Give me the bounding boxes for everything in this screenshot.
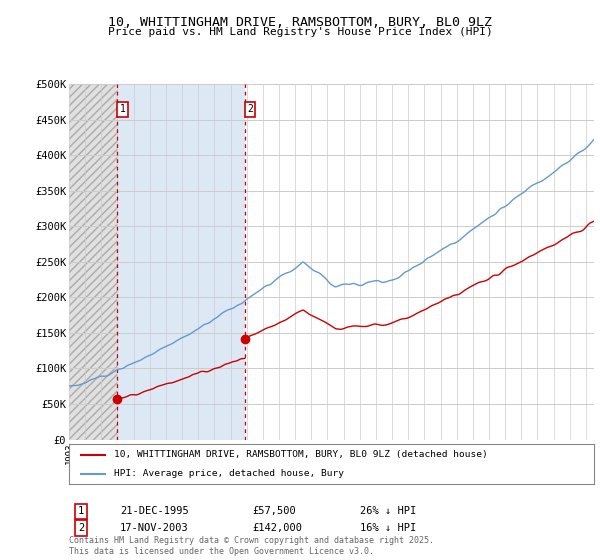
Text: 10, WHITTINGHAM DRIVE, RAMSBOTTOM, BURY, BL0 9LZ (detached house): 10, WHITTINGHAM DRIVE, RAMSBOTTOM, BURY,… <box>113 450 487 459</box>
Text: £142,000: £142,000 <box>252 523 302 533</box>
Bar <box>117 84 245 440</box>
Text: Contains HM Land Registry data © Crown copyright and database right 2025.
This d: Contains HM Land Registry data © Crown c… <box>69 536 434 556</box>
Bar <box>245 84 594 440</box>
Text: 26% ↓ HPI: 26% ↓ HPI <box>360 506 416 516</box>
Text: 2: 2 <box>247 105 253 114</box>
Text: 16% ↓ HPI: 16% ↓ HPI <box>360 523 416 533</box>
Bar <box>69 84 117 440</box>
Text: 17-NOV-2003: 17-NOV-2003 <box>120 523 189 533</box>
Text: £57,500: £57,500 <box>252 506 296 516</box>
Text: 21-DEC-1995: 21-DEC-1995 <box>120 506 189 516</box>
Text: 1: 1 <box>119 105 125 114</box>
Text: 2: 2 <box>78 523 84 533</box>
Text: HPI: Average price, detached house, Bury: HPI: Average price, detached house, Bury <box>113 469 344 478</box>
Text: 1: 1 <box>78 506 84 516</box>
Text: 10, WHITTINGHAM DRIVE, RAMSBOTTOM, BURY, BL0 9LZ: 10, WHITTINGHAM DRIVE, RAMSBOTTOM, BURY,… <box>108 16 492 29</box>
Text: Price paid vs. HM Land Registry's House Price Index (HPI): Price paid vs. HM Land Registry's House … <box>107 27 493 37</box>
